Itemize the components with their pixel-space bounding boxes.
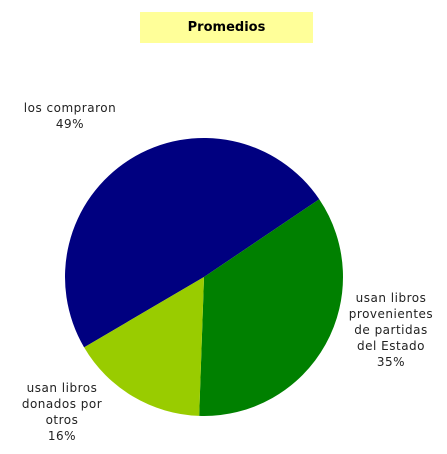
category-label: usan libros donados por otros [21, 381, 103, 427]
slice-label: usan libros donados por otros 16% [12, 380, 112, 444]
chart-title: Promedios [140, 12, 313, 43]
pie-slice [199, 199, 343, 416]
category-label: usan libros provenientes de partidas del… [348, 291, 434, 353]
pie-slice [65, 138, 320, 348]
slice-label: los compraron 49% [20, 100, 120, 132]
pie-slice [84, 277, 204, 416]
slice-label: usan libros provenientes de partidas del… [345, 290, 437, 370]
value-label: 35% [376, 355, 406, 369]
category-label: los compraron [23, 101, 117, 115]
value-label: 49% [55, 117, 85, 131]
value-label: 16% [47, 429, 77, 443]
